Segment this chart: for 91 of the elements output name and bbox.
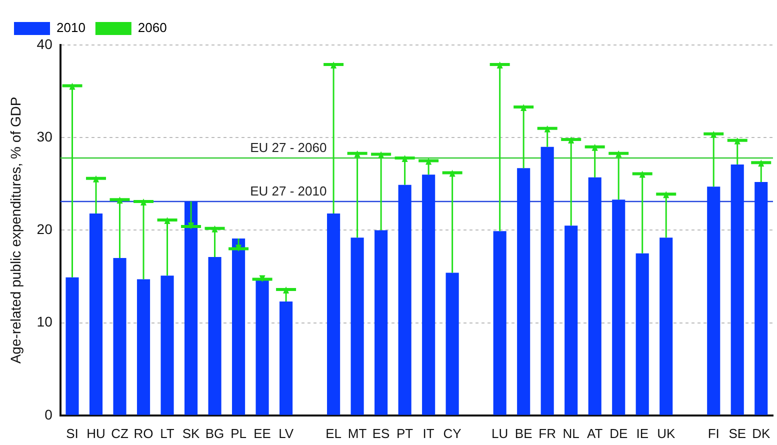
point	[116, 196, 123, 204]
legend-label: 2010	[56, 20, 86, 36]
x-tick-label: FI	[708, 426, 720, 441]
ref-line-label: EU 27 - 2060	[250, 140, 327, 156]
point	[734, 137, 740, 144]
bar	[374, 230, 388, 415]
point	[69, 82, 76, 90]
point	[758, 160, 764, 167]
x-tick-label: CZ	[111, 426, 128, 441]
x-tick-label: PL	[230, 426, 246, 441]
x-tick-label: HU	[86, 426, 106, 441]
point	[592, 144, 598, 151]
ref-line-label: EU 27 - 2010	[250, 184, 327, 199]
bar	[446, 272, 459, 415]
point	[402, 154, 408, 162]
y-tick-label: 30	[36, 128, 53, 144]
x-tick-label: EE	[254, 426, 272, 441]
x-tick-label: CY	[443, 426, 462, 441]
x-tick-label: SI	[66, 426, 78, 441]
bar	[612, 200, 626, 415]
bar	[754, 182, 768, 415]
point	[354, 150, 360, 158]
x-tick-label: DK	[752, 426, 770, 441]
bar	[160, 276, 174, 415]
bar	[327, 214, 340, 415]
y-tick-label: 0	[44, 406, 53, 422]
bar	[540, 146, 554, 415]
point	[259, 275, 266, 282]
point	[164, 217, 170, 224]
bar	[422, 174, 436, 415]
bar	[564, 226, 578, 415]
bar	[707, 186, 720, 415]
x-tick-label: FR	[538, 426, 556, 441]
bar	[89, 214, 103, 415]
point	[330, 61, 337, 68]
point	[520, 104, 527, 112]
legend-label: 2060	[138, 20, 167, 36]
y-tick-label: 20	[36, 221, 53, 238]
x-tick-label: ES	[372, 426, 390, 441]
x-tick-label: AT	[587, 426, 603, 441]
bar	[493, 231, 506, 415]
y-axis-title: Age-related public expenditures, % of GDP	[7, 96, 24, 364]
point	[93, 175, 100, 182]
bar	[136, 279, 150, 415]
point	[710, 130, 717, 138]
point	[283, 286, 290, 294]
bar	[184, 201, 198, 415]
point	[426, 158, 432, 165]
point	[212, 225, 218, 232]
x-tick-label: NL	[562, 426, 580, 441]
point	[616, 150, 622, 158]
x-tick-label: LU	[492, 426, 508, 441]
y-tick-label: 10	[36, 314, 53, 330]
x-tick-label: LV	[278, 426, 294, 441]
bar	[660, 238, 673, 415]
bar	[730, 164, 744, 415]
x-tick-label: DE	[610, 426, 628, 441]
bar	[232, 238, 246, 415]
point	[188, 222, 194, 230]
point	[639, 170, 646, 178]
bar	[66, 277, 79, 415]
bar	[636, 253, 649, 415]
bar	[208, 257, 222, 415]
x-tick-label: MT	[348, 426, 367, 441]
bar	[280, 302, 293, 415]
x-tick-label: LT	[160, 426, 174, 441]
bar	[398, 184, 412, 415]
bar	[517, 168, 530, 415]
x-tick-label: BG	[205, 426, 224, 441]
x-tick-label: BE	[514, 426, 533, 441]
point	[663, 191, 670, 198]
point	[449, 170, 456, 177]
bar	[113, 258, 126, 415]
x-tick-label: SE	[728, 426, 746, 441]
bar	[588, 177, 602, 415]
x-tick-label: EL	[326, 426, 342, 441]
x-tick-label: SK	[182, 426, 200, 441]
bar	[350, 238, 364, 415]
point	[236, 244, 242, 252]
x-tick-label: IT	[422, 426, 434, 441]
x-tick-label: RO	[134, 426, 154, 441]
point	[544, 125, 550, 132]
x-tick-label: UK	[657, 426, 676, 441]
x-tick-label: IE	[636, 426, 649, 441]
bar	[256, 279, 269, 415]
y-tick-label: 40	[36, 36, 53, 52]
x-tick-label: PT	[396, 426, 414, 441]
point	[140, 198, 147, 206]
point	[378, 151, 384, 158]
point	[568, 136, 574, 144]
point	[496, 61, 503, 68]
